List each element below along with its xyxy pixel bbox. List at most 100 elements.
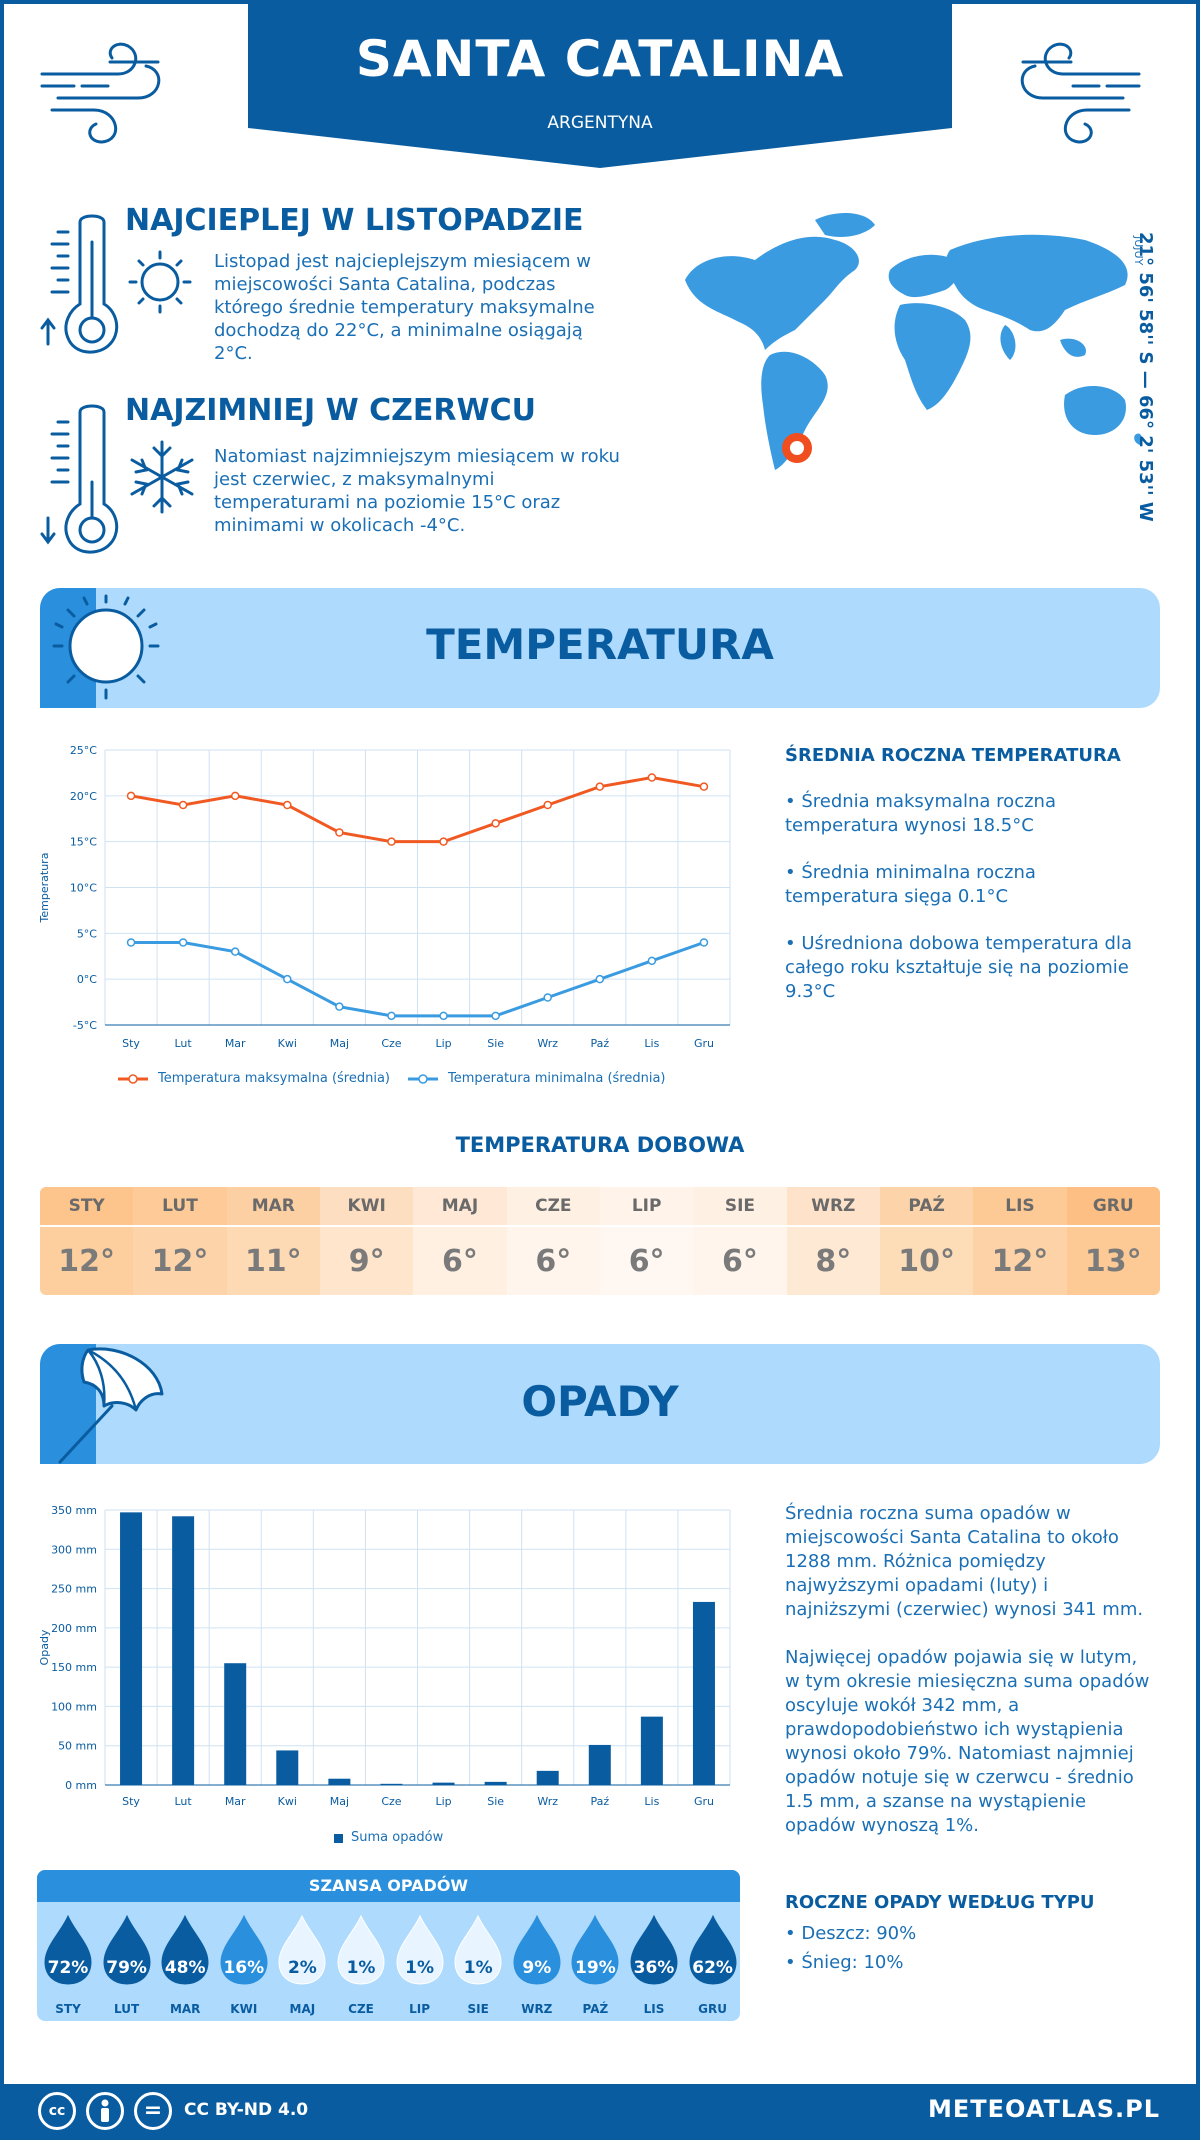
raindrop-icon xyxy=(689,1914,737,1985)
daily-temp-cell: GRU 13° xyxy=(1066,1187,1160,1295)
min-temp-point xyxy=(335,1002,344,1011)
daily-temp-value: 6° xyxy=(413,1225,507,1295)
y-tick-label: 0 mm xyxy=(65,1779,97,1792)
legend-max-marker xyxy=(118,1074,148,1084)
license-label[interactable]: CC BY-ND 4.0 xyxy=(184,2100,309,2120)
raindrop-icon xyxy=(337,1914,385,1985)
precip-bar xyxy=(484,1781,507,1785)
precip-legend-label: Suma opadów xyxy=(351,1830,444,1845)
x-tick-label: Lut xyxy=(175,1037,193,1050)
coordinates-label: 21° 56' 58'' S — 66° 2' 53'' W xyxy=(1135,232,1156,522)
rain-chance-month: PAŹ xyxy=(582,2002,609,2016)
x-tick-label: Paź xyxy=(590,1037,609,1050)
precip-bar xyxy=(224,1663,247,1785)
daily-temp-value: 13° xyxy=(1066,1225,1160,1295)
x-tick-label: Paź xyxy=(590,1795,609,1808)
daily-temp-month: CZE xyxy=(506,1187,600,1225)
precip-section-header xyxy=(40,1344,1160,1464)
rain-chance-month: KWI xyxy=(230,2002,258,2016)
y-tick-label: 200 mm xyxy=(51,1622,97,1635)
precip-legend-marker xyxy=(334,1834,343,1843)
daily-temp-cell: PAŹ 10° xyxy=(879,1187,974,1295)
daily-temp-month: WRZ xyxy=(786,1187,880,1225)
rain-chance-drop: 19% PAŹ xyxy=(568,1914,622,2016)
daily-temp-cell: STY 12° xyxy=(40,1187,134,1295)
rain-chance-drop: 62% GRU xyxy=(686,1914,740,2016)
x-tick-label: Lut xyxy=(175,1795,193,1808)
rain-chance-drop: 1% LIP xyxy=(393,1914,447,2016)
raindrop-icon xyxy=(103,1914,151,1985)
precip-bar xyxy=(380,1783,403,1785)
x-tick-label: Cze xyxy=(381,1037,401,1050)
no-derivatives-icon[interactable]: = xyxy=(134,2092,172,2130)
annual-temp-max: • Średnia maksymalna roczna temperatura … xyxy=(785,791,1056,836)
x-tick-label: Maj xyxy=(330,1795,349,1808)
y-axis-label: Temperatura xyxy=(38,853,51,924)
legend-min-label: Temperatura minimalna (średnia) xyxy=(448,1071,666,1086)
daily-temp-value: 11° xyxy=(226,1225,320,1295)
rain-chance-drop: 1% CZE xyxy=(334,1914,388,2016)
wind-icon xyxy=(40,42,161,144)
rain-chance-month: GRU xyxy=(698,2002,728,2016)
raindrop-icon xyxy=(396,1914,444,1985)
rain-chance-value: 36% xyxy=(633,1958,675,1978)
x-tick-label: Lip xyxy=(435,1037,451,1050)
rain-chance-panel: SZANSA OPADÓW 72% STY 79% LUT 48% MAR 16% KWI 2%… xyxy=(37,1870,740,2021)
daily-temp-table: STY 12° LUT 12° MAR 11° KWI 9° MAJ 6° CZE 6° LIP 6° SI… xyxy=(40,1187,1160,1295)
min-temp-point xyxy=(595,974,605,984)
rain-chance-title: SZANSA OPADÓW xyxy=(37,1870,740,1902)
temperature-section-header xyxy=(40,588,1160,708)
daily-temp-cell: CZE 6° xyxy=(506,1187,600,1295)
daily-temp-value: 8° xyxy=(786,1225,880,1295)
rain-chance-month: SIE xyxy=(467,2002,489,2016)
coldest-text: Natomiast najzimniejszym miesiącem w rok… xyxy=(214,446,620,536)
min-temp-point xyxy=(699,938,709,947)
y-tick-label: 250 mm xyxy=(51,1583,97,1596)
max-temp-point xyxy=(647,773,657,782)
daily-temp-month: MAR xyxy=(226,1187,320,1225)
daily-temp-cell: SIE 6° xyxy=(693,1187,787,1295)
raindrop-icon xyxy=(571,1914,619,1985)
site-logo[interactable]: METEOATLAS.PL xyxy=(927,2095,1160,2123)
rain-chance-month: MAR xyxy=(169,2002,201,2016)
rain-chance-value: 9% xyxy=(522,1958,552,1978)
x-tick-label: Wrz xyxy=(537,1037,558,1050)
y-tick-label: 20°C xyxy=(70,790,97,803)
min-temp-line xyxy=(131,941,705,1018)
max-temp-point xyxy=(126,791,136,801)
max-temp-point xyxy=(283,800,292,810)
rain-chance-month: STY xyxy=(55,2002,81,2016)
daily-temp-month: STY xyxy=(40,1187,134,1225)
legend-max-label: Temperatura maksymalna (średnia) xyxy=(158,1071,390,1086)
daily-temp-month: SIE xyxy=(693,1187,787,1225)
y-tick-label: 150 mm xyxy=(51,1661,97,1674)
annual-temp-title: ŚREDNIA ROCZNA TEMPERATURA xyxy=(785,745,1121,766)
cc-icon[interactable]: cc xyxy=(38,2092,76,2130)
coldest-title: NAJZIMNIEJ W CZERWCU xyxy=(125,393,536,428)
x-tick-label: Mar xyxy=(225,1795,246,1808)
x-tick-label: Sty xyxy=(122,1795,140,1808)
min-temp-point xyxy=(387,1011,396,1021)
rain-chance-value: 72% xyxy=(47,1958,89,1978)
precip-info-1: Średnia roczna suma opadów w miejscowośc… xyxy=(785,1503,1144,1620)
region-label: JUJUY xyxy=(1132,236,1145,266)
attribution-icon[interactable] xyxy=(86,2092,124,2130)
rain-chance-drop: 48% MAR xyxy=(158,1914,212,2016)
daily-temp-month: GRU xyxy=(1066,1187,1160,1225)
rain-chance-value: 1% xyxy=(346,1958,376,1978)
temperature-title: TEMPERATURA xyxy=(426,620,774,669)
x-tick-label: Sie xyxy=(487,1037,504,1050)
precipitation-chart: 350 mm 300 mm 250 mm 200 mm 150 mm 100 mm 50 m… xyxy=(38,1504,731,1808)
thermometer-cold-icon xyxy=(40,404,194,554)
y-tick-label: 10°C xyxy=(70,882,97,895)
daily-temp-cell: WRZ 8° xyxy=(786,1187,880,1295)
raindrop-icon xyxy=(630,1914,678,1985)
y-tick-label: 350 mm xyxy=(51,1504,97,1517)
y-tick-label: 15°C xyxy=(70,836,97,849)
wind-icon xyxy=(1020,42,1141,144)
max-temp-point xyxy=(543,800,552,810)
max-temp-line xyxy=(130,775,705,844)
raindrop-icon xyxy=(44,1914,92,1985)
max-temp-point xyxy=(491,819,500,828)
x-tick-label: Lis xyxy=(644,1795,659,1808)
